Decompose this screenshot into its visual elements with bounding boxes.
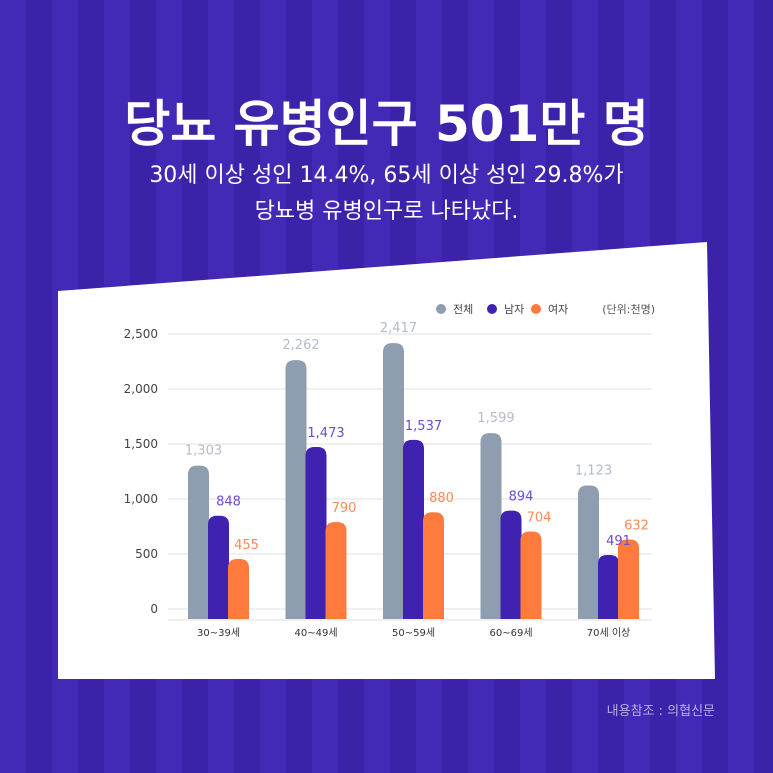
bar-female (423, 512, 444, 619)
x-tick-label: 50~59세 (392, 627, 435, 639)
x-tick-label: 40~49세 (294, 627, 337, 639)
y-tick-label: 1,500 (124, 437, 158, 451)
y-tick-label: 2,000 (124, 382, 158, 396)
value-label-total: 1,599 (477, 411, 514, 426)
y-axis: 0 500 1,000 1,500 2,000 2,500 (124, 327, 158, 616)
value-label-total: 2,417 (380, 321, 417, 336)
value-label-male: 1,473 (307, 426, 344, 441)
value-label-male: 1,537 (405, 419, 442, 434)
legend-label-total: 전체 (453, 303, 473, 316)
y-tick-label: 2,500 (124, 327, 158, 341)
value-label-total: 2,262 (282, 338, 319, 353)
value-label-female: 632 (624, 518, 649, 533)
value-label-female: 455 (234, 538, 259, 553)
legend-label-female: 여자 (548, 303, 568, 316)
source-credit: 내용참조 : 의협신문 (606, 704, 715, 719)
bar-total (285, 360, 307, 619)
value-label-female: 790 (332, 501, 357, 516)
bar-female (520, 531, 542, 619)
bar-male (403, 439, 424, 619)
y-tick-label: 1,000 (124, 492, 158, 506)
bar-female (228, 558, 249, 619)
value-label-male: 848 (216, 495, 241, 510)
legend-marker-total (436, 304, 446, 314)
value-label-total: 1,303 (185, 444, 222, 459)
x-axis: 30~39세 40~49세 50~59세 60~69세 70세 이상 (168, 619, 652, 639)
legend-marker-female (531, 304, 541, 314)
bar-total (480, 433, 502, 619)
bar-female (618, 539, 639, 619)
legend-marker-male (487, 304, 497, 314)
bar-total (188, 465, 209, 619)
subtitle-line-1: 30세 이상 성인 14.4%, 65세 이상 성인 29.8%가 (149, 163, 624, 188)
value-label-male: 894 (509, 490, 534, 505)
bar-male (598, 554, 619, 619)
bar-male (208, 515, 229, 619)
y-tick-label: 500 (135, 547, 158, 561)
legend-label-male: 남자 (504, 303, 524, 316)
x-tick-label: 70세 이상 (587, 627, 631, 639)
value-labels: 1,303 848 455 2,262 1,473 790 2,417 1,537 880 1,5… (185, 321, 649, 553)
unit-label: (단위:천명) (602, 302, 655, 316)
value-label-female: 704 (527, 511, 552, 526)
value-label-total: 1,123 (575, 463, 612, 478)
bar-male (305, 446, 327, 619)
bar-male (500, 510, 522, 619)
page-title: 당뇨 유병인구 501만 명 (124, 95, 649, 153)
x-tick-label: 30~39세 (197, 627, 240, 639)
chart-legend: 전체 남자 여자 (단위:천명) (436, 302, 655, 316)
chart-bars (188, 343, 639, 619)
subtitle-line-2: 당뇨병 유병인구로 나타났다. (254, 199, 519, 224)
y-tick-label: 0 (150, 602, 158, 616)
bar-total (578, 485, 599, 619)
value-label-male: 491 (606, 534, 631, 549)
value-label-female: 880 (429, 491, 454, 506)
bar-female (325, 522, 347, 619)
x-tick-label: 60~69세 (489, 627, 532, 639)
bar-total (383, 343, 404, 619)
